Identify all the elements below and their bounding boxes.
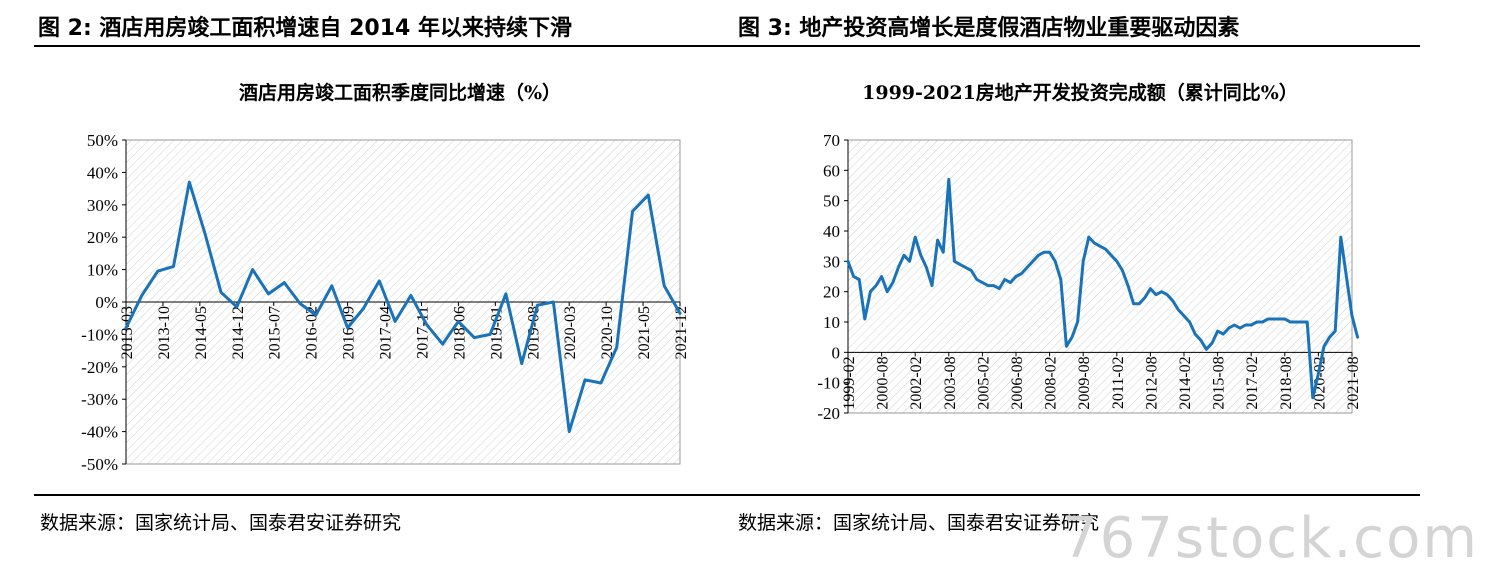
chart-2-x-tick-label: 2015-08 bbox=[1211, 356, 1228, 409]
chart-1-y-tick-label: -20% bbox=[81, 358, 118, 377]
chart-1-series-line bbox=[124, 180, 682, 434]
chart-2-x-tick-label: 2020-02 bbox=[1311, 356, 1328, 409]
chart-1-x-tick-label: 2019-08 bbox=[525, 306, 542, 359]
chart-2-x-tick-label: 2005-02 bbox=[975, 356, 992, 409]
chart-1-y-tick-label: -10% bbox=[81, 325, 118, 344]
chart-1-y-tick-label: 50% bbox=[87, 131, 118, 150]
chart-2-x-tick-label: 2002-02 bbox=[908, 356, 925, 409]
chart-2-x-tick-label: 2008-02 bbox=[1043, 356, 1060, 409]
chart-1-x-tick-label: 2020-03 bbox=[562, 306, 579, 359]
chart-2-x-tick-label: 2012-08 bbox=[1143, 356, 1160, 409]
chart-1-x-tick-label: 2014-12 bbox=[230, 306, 247, 359]
chart-1-x-tick-label: 2016-02 bbox=[304, 306, 321, 359]
chart-1-y-tick-label: 30% bbox=[87, 196, 118, 215]
chart-2-y-tick-label: -20 bbox=[817, 404, 840, 423]
chart-1-x-tick-label: 2017-04 bbox=[378, 306, 395, 359]
figure-2-source: 数据来源：国家统计局、国泰君安证券研究 bbox=[40, 512, 402, 534]
chart-1-y-tick-label: 40% bbox=[87, 163, 118, 182]
chart-2-x-tick-label: 2014-02 bbox=[1177, 356, 1194, 409]
chart-2-y-tick-label: 50 bbox=[823, 192, 840, 211]
chart-2-y-tick-label: 20 bbox=[823, 283, 840, 302]
chart-2-x-tick-label: 2006-08 bbox=[1009, 356, 1026, 409]
chart-1-x-tick-label: 2017-11 bbox=[414, 306, 431, 359]
chart-1-x-tick-label: 2019-01 bbox=[488, 306, 505, 359]
chart-1-x-tick-label: 2021-05 bbox=[636, 306, 653, 359]
chart-1-x-tick-label: 2020-10 bbox=[599, 306, 616, 359]
chart-1-y-tick-label: 10% bbox=[87, 261, 118, 280]
chart-1-title: 酒店用房竣工面积季度同比增速（%） bbox=[238, 82, 562, 104]
chart-2-x-tick-label: 2009-08 bbox=[1076, 356, 1093, 409]
chart-1-y-tick-label: -40% bbox=[81, 423, 118, 442]
chart-1-y-tick-label: 20% bbox=[87, 228, 118, 247]
figure-2-heading: 图 2: 酒店用房竣工面积增速自 2014 年以来持续下滑 bbox=[38, 16, 572, 41]
chart-2-y-tick-label: -10 bbox=[817, 374, 840, 393]
chart-2-x-tick-label: 2018-08 bbox=[1278, 356, 1295, 409]
chart-1-x-tick-label: 2014-05 bbox=[193, 306, 210, 359]
chart-2-y-tick-label: 70 bbox=[823, 131, 840, 150]
figure-3-heading: 图 3: 地产投资高增长是度假酒店物业重要驱动因素 bbox=[738, 16, 1240, 41]
chart-2-series-line bbox=[846, 177, 1360, 400]
chart-2-y-tick-label: 60 bbox=[823, 161, 840, 180]
bottom-rule bbox=[34, 494, 1420, 496]
chart-1-y-tick-label: -30% bbox=[81, 390, 118, 409]
chart-1-x-tick-label: 2013-10 bbox=[156, 306, 173, 359]
chart-2-x-tick-label: 2003-08 bbox=[942, 356, 959, 409]
chart-2-x-tick-label: 2011-02 bbox=[1110, 356, 1127, 409]
chart-1-x-tick-label: 2015-07 bbox=[267, 306, 284, 359]
chart-2-y-tick-label: 30 bbox=[823, 252, 840, 271]
chart-2-y-tick-label: 10 bbox=[823, 313, 840, 332]
chart-2-x-tick-label: 1999-02 bbox=[841, 356, 858, 409]
chart-2-y-tick-label: 40 bbox=[823, 222, 840, 241]
top-rule bbox=[34, 45, 1420, 47]
chart-1-x-tick-label: 2018-06 bbox=[451, 306, 468, 359]
figure-3-source: 数据来源：国家统计局、国泰君安证券研究 bbox=[738, 512, 1100, 534]
chart-2-x-tick-label: 2021-08 bbox=[1345, 356, 1362, 409]
chart-2-title: 1999-2021房地产开发投资完成额（累计同比%） bbox=[862, 82, 1298, 104]
chart-2-y-tick-label: 0 bbox=[832, 343, 841, 362]
chart-2-x-tick-label: 2000-08 bbox=[875, 356, 892, 409]
chart-1-y-tick-label: -50% bbox=[81, 455, 118, 474]
chart-1-x-tick-label: 2021-12 bbox=[673, 306, 690, 359]
chart-2-x-tick-label: 2017-02 bbox=[1244, 356, 1261, 409]
watermark-logo: 767stock.com bbox=[1062, 506, 1479, 571]
chart-1-y-tick-label: 0% bbox=[95, 293, 118, 312]
